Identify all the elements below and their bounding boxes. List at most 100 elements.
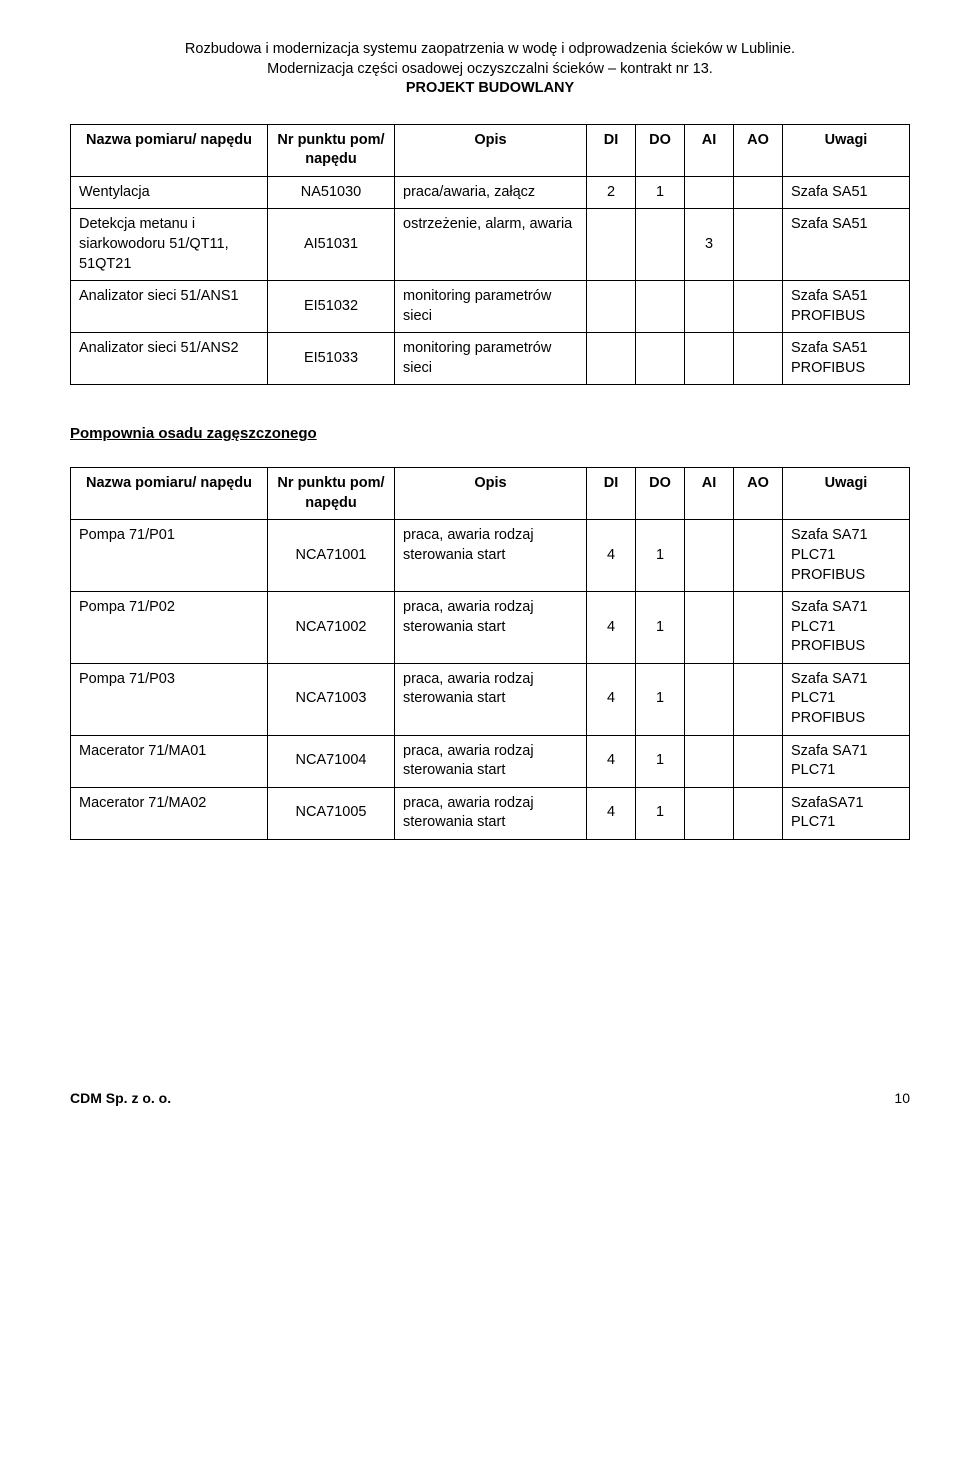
- table-cell: 1: [636, 663, 685, 735]
- table-cell: Pompa 71/P02: [71, 592, 268, 664]
- table-cell: praca, awaria rodzaj sterowania start: [395, 787, 587, 839]
- table-cell: [685, 592, 734, 664]
- table-cell: Analizator sieci 51/ANS1: [71, 281, 268, 333]
- doc-header: Rozbudowa i modernizacja systemu zaopatr…: [70, 40, 910, 99]
- col-do: DO: [636, 468, 685, 520]
- table-cell: [734, 176, 783, 209]
- table-cell: [587, 333, 636, 385]
- table-cell: Szafa SA51 PROFIBUS: [783, 281, 910, 333]
- col-nazwa: Nazwa pomiaru/ napędu: [71, 124, 268, 176]
- col-ao: AO: [734, 124, 783, 176]
- table-cell: [636, 209, 685, 281]
- table-cell: [685, 663, 734, 735]
- table-cell: 1: [636, 592, 685, 664]
- table-cell: [636, 281, 685, 333]
- header-line2: Modernizacja części osadowej oczyszczaln…: [70, 60, 910, 80]
- table-cell: 4: [587, 787, 636, 839]
- table-cell: ostrzeżenie, alarm, awaria: [395, 209, 587, 281]
- table-cell: Detekcja metanu i siarkowodoru 51/QT11, …: [71, 209, 268, 281]
- table-cell: NCA71001: [268, 520, 395, 592]
- footer-left: CDM Sp. z o. o.: [70, 1090, 171, 1106]
- table-cell: 3: [685, 209, 734, 281]
- col-do: DO: [636, 124, 685, 176]
- table-cell: NA51030: [268, 176, 395, 209]
- table-cell: [734, 592, 783, 664]
- table-cell: 1: [636, 176, 685, 209]
- table-cell: [734, 333, 783, 385]
- table-2: Nazwa pomiaru/ napędu Nr punktu pom/ nap…: [70, 467, 910, 839]
- footer: CDM Sp. z o. o. 10: [70, 1090, 910, 1106]
- table-cell: 1: [636, 787, 685, 839]
- footer-left-text: CDM Sp. z o. o.: [70, 1090, 171, 1106]
- table-row: WentylacjaNA51030praca/awaria, załącz21S…: [71, 176, 910, 209]
- table-cell: 2: [587, 176, 636, 209]
- table-cell: Szafa SA51: [783, 176, 910, 209]
- table-cell: [734, 787, 783, 839]
- col-uwagi: Uwagi: [783, 124, 910, 176]
- table-cell: [734, 520, 783, 592]
- table-row: Detekcja metanu i siarkowodoru 51/QT11, …: [71, 209, 910, 281]
- table-cell: Szafa SA71 PLC71 PROFIBUS: [783, 520, 910, 592]
- table-cell: [734, 663, 783, 735]
- col-ai: AI: [685, 468, 734, 520]
- table-cell: [685, 520, 734, 592]
- table-cell: Analizator sieci 51/ANS2: [71, 333, 268, 385]
- table-cell: monitoring parametrów sieci: [395, 333, 587, 385]
- table-cell: NCA71002: [268, 592, 395, 664]
- table-row: Pompa 71/P01NCA71001praca, awaria rodzaj…: [71, 520, 910, 592]
- table-cell: NCA71003: [268, 663, 395, 735]
- table-cell: Szafa SA71 PLC71 PROFIBUS: [783, 663, 910, 735]
- footer-page-number: 10: [894, 1090, 910, 1106]
- table-1-body: WentylacjaNA51030praca/awaria, załącz21S…: [71, 176, 910, 385]
- table-cell: praca, awaria rodzaj sterowania start: [395, 735, 587, 787]
- table-cell: EI51032: [268, 281, 395, 333]
- table-cell: monitoring parametrów sieci: [395, 281, 587, 333]
- table-cell: [734, 281, 783, 333]
- table-cell: AI51031: [268, 209, 395, 281]
- table-cell: praca, awaria rodzaj sterowania start: [395, 663, 587, 735]
- table-1: Nazwa pomiaru/ napędu Nr punktu pom/ nap…: [70, 124, 910, 386]
- col-ao: AO: [734, 468, 783, 520]
- table-row: Analizator sieci 51/ANS1EI51032monitorin…: [71, 281, 910, 333]
- header-line3: PROJEKT BUDOWLANY: [70, 79, 910, 99]
- table-cell: [587, 281, 636, 333]
- table-row: Analizator sieci 51/ANS2EI51033monitorin…: [71, 333, 910, 385]
- table-cell: EI51033: [268, 333, 395, 385]
- table-cell: [636, 333, 685, 385]
- col-nazwa: Nazwa pomiaru/ napędu: [71, 468, 268, 520]
- table-cell: praca/awaria, załącz: [395, 176, 587, 209]
- table-2-header-row: Nazwa pomiaru/ napędu Nr punktu pom/ nap…: [71, 468, 910, 520]
- col-di: DI: [587, 124, 636, 176]
- table-cell: Szafa SA51: [783, 209, 910, 281]
- table-cell: 1: [636, 735, 685, 787]
- col-opis: Opis: [395, 468, 587, 520]
- table-cell: [685, 787, 734, 839]
- header-line1: Rozbudowa i modernizacja systemu zaopatr…: [70, 40, 910, 60]
- table-cell: [685, 735, 734, 787]
- col-opis: Opis: [395, 124, 587, 176]
- table-cell: NCA71005: [268, 787, 395, 839]
- table-cell: Szafa SA51 PROFIBUS: [783, 333, 910, 385]
- col-ai: AI: [685, 124, 734, 176]
- table-cell: Macerator 71/MA01: [71, 735, 268, 787]
- table-cell: [685, 333, 734, 385]
- table-cell: 4: [587, 735, 636, 787]
- table-cell: Szafa SA71 PLC71 PROFIBUS: [783, 592, 910, 664]
- table-cell: 1: [636, 520, 685, 592]
- table-cell: [734, 735, 783, 787]
- table-cell: [734, 209, 783, 281]
- table-cell: Pompa 71/P03: [71, 663, 268, 735]
- table-cell: [685, 281, 734, 333]
- table-cell: [685, 176, 734, 209]
- table-cell: SzafaSA71 PLC71: [783, 787, 910, 839]
- col-di: DI: [587, 468, 636, 520]
- table-row: Pompa 71/P03NCA71003praca, awaria rodzaj…: [71, 663, 910, 735]
- table-1-header-row: Nazwa pomiaru/ napędu Nr punktu pom/ nap…: [71, 124, 910, 176]
- table-row: Macerator 71/MA02NCA71005praca, awaria r…: [71, 787, 910, 839]
- col-nr: Nr punktu pom/ napędu: [268, 124, 395, 176]
- section-title: Pompownia osadu zagęszczonego: [70, 425, 910, 442]
- col-uwagi: Uwagi: [783, 468, 910, 520]
- table-cell: [587, 209, 636, 281]
- table-cell: Macerator 71/MA02: [71, 787, 268, 839]
- table-cell: 4: [587, 663, 636, 735]
